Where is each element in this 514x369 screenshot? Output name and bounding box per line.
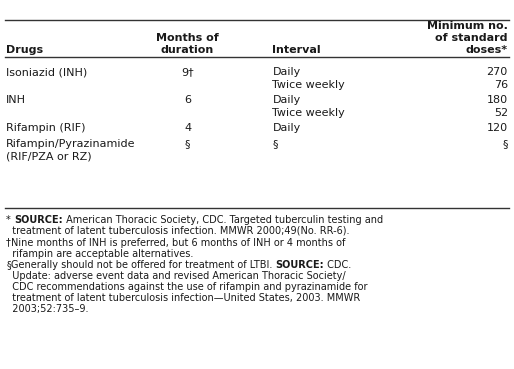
- Text: 76: 76: [494, 80, 508, 90]
- Text: treatment of latent tuberculosis infection—United States, 2003. MMWR: treatment of latent tuberculosis infecti…: [6, 293, 360, 303]
- Text: treatment of latent tuberculosis infection. MMWR 2000;49(No. RR-6).: treatment of latent tuberculosis infecti…: [6, 226, 350, 236]
- Text: CDC recommendations against the use of rifampin and pyrazinamide for: CDC recommendations against the use of r…: [6, 282, 368, 292]
- Text: Daily: Daily: [272, 95, 301, 105]
- Text: §: §: [185, 139, 190, 149]
- Text: Twice weekly: Twice weekly: [272, 80, 345, 90]
- Text: American Thoracic Society, CDC. Targeted tuberculin testing and: American Thoracic Society, CDC. Targeted…: [63, 215, 383, 225]
- Text: rifampin are acceptable alternatives.: rifampin are acceptable alternatives.: [6, 249, 194, 259]
- Text: §: §: [6, 260, 11, 270]
- Text: *: *: [6, 215, 14, 225]
- Text: 120: 120: [487, 123, 508, 133]
- Text: 270: 270: [487, 67, 508, 77]
- Text: 52: 52: [494, 108, 508, 118]
- Text: Rifampin (RIF): Rifampin (RIF): [6, 123, 86, 133]
- Text: Daily: Daily: [272, 67, 301, 77]
- Text: Rifampin/Pyrazinamide
(RIF/PZA or RZ): Rifampin/Pyrazinamide (RIF/PZA or RZ): [6, 139, 136, 162]
- Text: SOURCE:: SOURCE:: [14, 215, 63, 225]
- Text: INH: INH: [6, 95, 26, 105]
- Text: 180: 180: [487, 95, 508, 105]
- Text: Months of
duration: Months of duration: [156, 33, 219, 55]
- Text: Update: adverse event data and revised American Thoracic Society/: Update: adverse event data and revised A…: [6, 271, 346, 281]
- Text: Isoniazid (INH): Isoniazid (INH): [6, 67, 87, 77]
- Text: Drugs: Drugs: [6, 45, 43, 55]
- Text: Minimum no.
of standard
doses*: Minimum no. of standard doses*: [427, 21, 508, 55]
- Text: †: †: [6, 238, 11, 248]
- Text: §: §: [502, 139, 508, 149]
- Text: CDC.: CDC.: [324, 260, 352, 270]
- Text: Nine months of INH is preferred, but 6 months of INH or 4 months of: Nine months of INH is preferred, but 6 m…: [11, 238, 345, 248]
- Text: 2003;52:735–9.: 2003;52:735–9.: [6, 304, 89, 314]
- Text: §: §: [272, 139, 278, 149]
- Text: 9†: 9†: [181, 67, 194, 77]
- Text: Generally should not be offered for treatment of LTBI.: Generally should not be offered for trea…: [11, 260, 276, 270]
- Text: 6: 6: [184, 95, 191, 105]
- Text: Daily: Daily: [272, 123, 301, 133]
- Text: Interval: Interval: [272, 45, 321, 55]
- Text: 4: 4: [184, 123, 191, 133]
- Text: SOURCE:: SOURCE:: [276, 260, 324, 270]
- Text: Twice weekly: Twice weekly: [272, 108, 345, 118]
